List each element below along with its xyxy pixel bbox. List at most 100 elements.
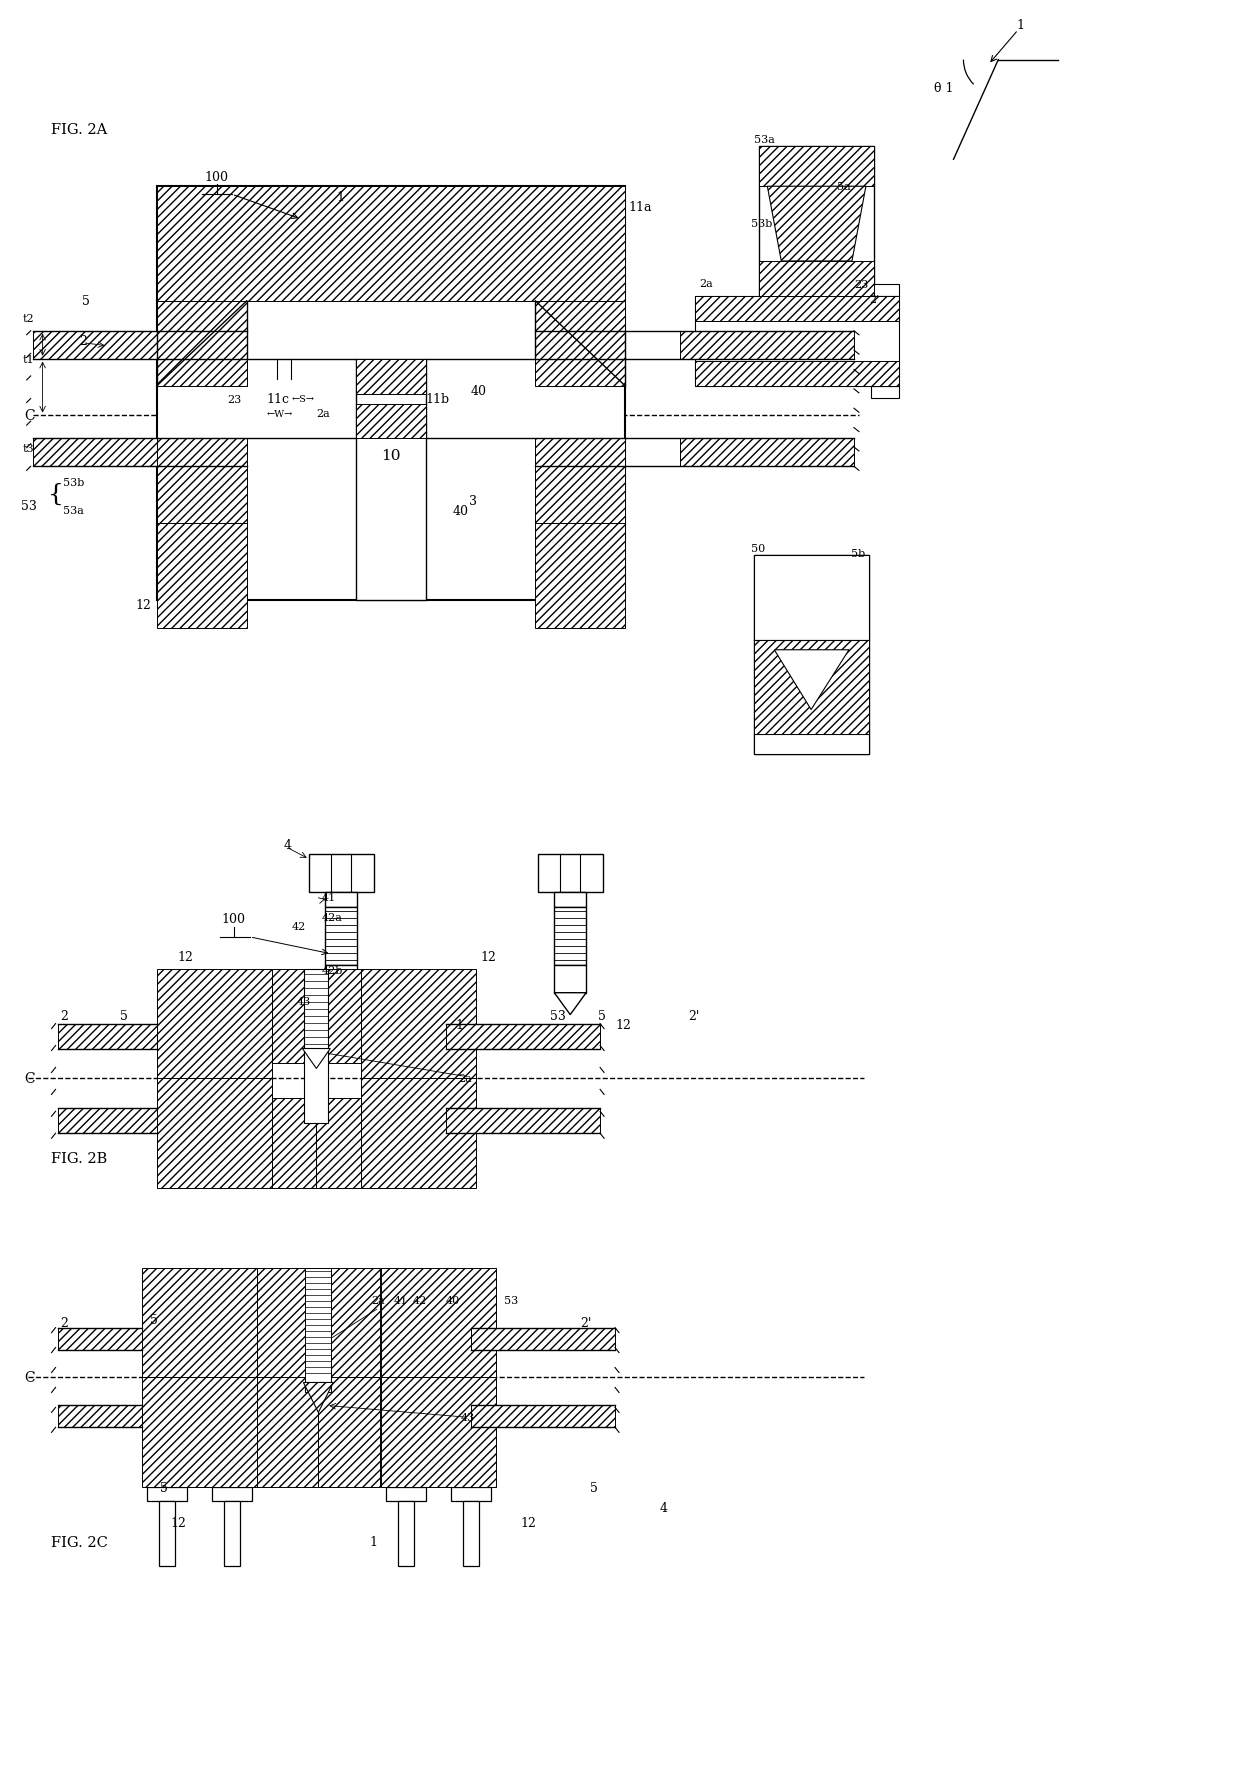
Text: 4: 4 xyxy=(284,839,291,852)
Bar xyxy=(694,361,899,386)
Text: 2a: 2a xyxy=(316,410,330,419)
Bar xyxy=(305,1268,331,1392)
Text: 42a: 42a xyxy=(321,912,342,923)
Text: 2a: 2a xyxy=(699,279,713,288)
Text: FIG. 2A: FIG. 2A xyxy=(51,123,107,138)
Text: t3: t3 xyxy=(22,444,35,454)
Bar xyxy=(463,1501,479,1565)
Bar xyxy=(680,331,854,360)
Polygon shape xyxy=(774,651,849,710)
Bar xyxy=(257,1378,319,1487)
Text: 11a: 11a xyxy=(627,200,651,213)
Bar xyxy=(57,1327,197,1351)
Text: C: C xyxy=(25,1072,35,1086)
Text: FIG. 2B: FIG. 2B xyxy=(51,1152,107,1165)
Bar xyxy=(223,1501,239,1565)
Text: 3: 3 xyxy=(469,494,476,508)
Text: 12: 12 xyxy=(481,950,496,964)
Bar xyxy=(212,1487,252,1501)
Bar xyxy=(536,302,625,386)
Bar xyxy=(754,735,869,755)
Bar xyxy=(356,360,425,394)
Bar xyxy=(451,1487,491,1501)
Text: 12: 12 xyxy=(135,599,151,612)
Bar xyxy=(536,438,625,524)
Text: 2a: 2a xyxy=(459,1073,472,1084)
Bar xyxy=(554,907,587,966)
Text: 50: 50 xyxy=(751,544,765,555)
Bar xyxy=(157,970,272,1079)
Bar xyxy=(157,524,247,628)
Bar xyxy=(159,1501,175,1565)
Text: 5: 5 xyxy=(150,1313,157,1326)
Text: 2: 2 xyxy=(61,1009,68,1023)
Text: 5: 5 xyxy=(590,1481,598,1494)
Polygon shape xyxy=(554,993,587,1014)
Text: 12: 12 xyxy=(615,1018,631,1032)
Bar xyxy=(319,1378,381,1487)
Text: 41: 41 xyxy=(394,1295,408,1304)
Text: 11b: 11b xyxy=(425,394,450,406)
Bar xyxy=(759,147,874,302)
Text: 53: 53 xyxy=(21,499,36,512)
Text: C: C xyxy=(25,1370,35,1385)
Text: 23: 23 xyxy=(227,394,241,404)
Text: FIG. 2C: FIG. 2C xyxy=(51,1535,108,1549)
Text: 53b: 53b xyxy=(751,218,773,229)
Bar xyxy=(157,438,247,524)
Bar xyxy=(471,1406,615,1428)
Bar xyxy=(554,966,587,993)
Bar xyxy=(536,524,625,628)
Text: 43: 43 xyxy=(461,1413,475,1422)
Text: 40: 40 xyxy=(453,504,469,517)
Polygon shape xyxy=(768,188,866,261)
Bar xyxy=(446,1023,600,1048)
Polygon shape xyxy=(325,993,357,1014)
Bar xyxy=(870,386,899,399)
Polygon shape xyxy=(304,1383,334,1413)
Bar xyxy=(316,970,361,1064)
Text: 42: 42 xyxy=(291,921,306,932)
Text: 40: 40 xyxy=(471,385,486,397)
Text: t1: t1 xyxy=(22,354,35,365)
Text: 2': 2' xyxy=(688,1009,699,1023)
Text: 5: 5 xyxy=(82,295,91,308)
Bar xyxy=(57,1406,197,1428)
Bar xyxy=(325,907,357,966)
Text: C: C xyxy=(25,410,35,424)
Bar xyxy=(446,1109,600,1134)
Bar xyxy=(398,1501,414,1565)
Bar xyxy=(157,302,247,386)
Bar xyxy=(143,1378,257,1487)
Bar xyxy=(381,1268,496,1378)
Polygon shape xyxy=(303,1048,330,1068)
Text: 42b: 42b xyxy=(321,966,342,975)
Text: 4: 4 xyxy=(660,1501,668,1513)
Text: 10: 10 xyxy=(381,449,401,463)
Text: 12: 12 xyxy=(170,1515,186,1528)
Bar xyxy=(310,855,374,893)
Text: 1: 1 xyxy=(456,1018,464,1032)
Text: 43: 43 xyxy=(296,996,311,1005)
Text: 11c: 11c xyxy=(267,394,290,406)
Bar xyxy=(32,438,157,467)
Bar xyxy=(754,640,869,735)
Text: 12: 12 xyxy=(177,950,193,964)
Text: 5a: 5a xyxy=(837,182,851,191)
Text: 2a: 2a xyxy=(371,1295,384,1304)
Bar xyxy=(143,1268,257,1378)
Text: ←S→: ←S→ xyxy=(291,395,315,404)
Text: 5b: 5b xyxy=(851,549,866,558)
Text: 53: 53 xyxy=(503,1295,518,1304)
Bar xyxy=(157,188,625,601)
Bar xyxy=(754,556,869,640)
Bar xyxy=(759,261,874,302)
Text: 2: 2 xyxy=(79,335,87,349)
Text: 53: 53 xyxy=(551,1009,567,1023)
Bar xyxy=(538,855,603,893)
Text: 5: 5 xyxy=(160,1481,167,1494)
Text: 53a: 53a xyxy=(62,506,83,515)
Bar xyxy=(356,404,425,438)
Text: 2: 2 xyxy=(61,1317,68,1329)
Bar xyxy=(680,438,854,467)
